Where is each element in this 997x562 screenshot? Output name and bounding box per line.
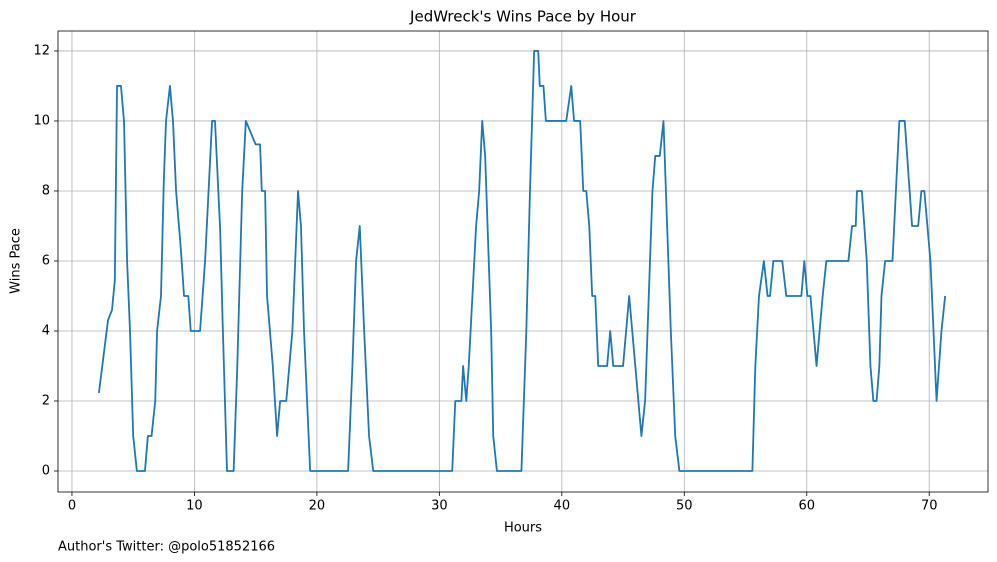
x-tick-label: 70 <box>921 499 938 514</box>
x-tick-label: 50 <box>676 499 693 514</box>
chart-title: JedWreck's Wins Pace by Hour <box>409 8 637 26</box>
y-tick-label: 12 <box>33 43 50 58</box>
y-tick-label: 2 <box>42 393 50 408</box>
x-tick-label: 40 <box>554 499 571 514</box>
y-tick-label: 4 <box>42 323 50 338</box>
x-tick-label: 20 <box>309 499 326 514</box>
footnote: Author's Twitter: @polo51852166 <box>58 540 275 555</box>
x-tick-label: 10 <box>186 499 203 514</box>
y-tick-label: 10 <box>33 113 50 128</box>
plot-frame <box>57 30 989 493</box>
x-tick-label: 60 <box>798 499 815 514</box>
x-tick-label: 30 <box>431 499 448 514</box>
y-tick-label: 0 <box>42 463 50 478</box>
data-line <box>98 50 947 472</box>
y-tick-label: 8 <box>42 183 50 198</box>
y-tick-label: 6 <box>42 253 50 268</box>
y-axis-label: Wins Pace <box>9 228 24 294</box>
x-axis-label: Hours <box>504 521 542 536</box>
x-tick-label: 0 <box>68 499 76 514</box>
